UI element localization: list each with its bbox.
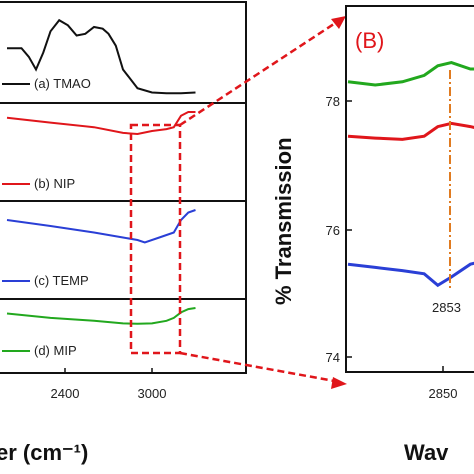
right-y-tick-label-78: 78 (326, 94, 340, 109)
right-panel: (B) 2853 78 76 74 % Transmission 2850 Wa… (271, 5, 474, 465)
left-series-line-3 (6, 209, 196, 244)
right-x-tick-label-2850: 2850 (429, 386, 458, 401)
panel-label-b: (B) (355, 28, 384, 53)
zoom-arrow-top (179, 18, 341, 127)
peak-annotation: 2853 (432, 300, 461, 315)
zoom-indicator (129, 16, 347, 389)
right-series-line-1 (347, 61, 474, 87)
right-y-tick-label-74: 74 (326, 350, 340, 365)
legend-label-3: (c) TEMP (34, 273, 89, 288)
legend-label-4: (d) MIP (34, 343, 77, 358)
right-series-line-2 (347, 121, 474, 141)
left-series-line-1 (7, 18, 196, 95)
left-x-tick-label-1: 2400 (51, 386, 80, 401)
zoom-arrow-bottom (179, 351, 341, 384)
right-x-axis-label: Wav (404, 440, 449, 465)
left-series-line-4 (6, 307, 196, 325)
left-series-line-2 (6, 111, 196, 136)
left-x-axis-label: er (cm⁻¹) (0, 440, 88, 465)
legend-label-2: (b) NIP (34, 176, 75, 191)
right-y-axis-label: % Transmission (271, 137, 296, 305)
right-series-line-3 (347, 261, 474, 288)
right-panel-frame (345, 5, 474, 373)
left-panel-d-frame (0, 298, 247, 374)
left-legend: (a) TMAO (b) NIP (c) TEMP (d) MIP (2, 76, 91, 358)
legend-label-1: (a) TMAO (34, 76, 91, 91)
right-series-group (347, 61, 474, 288)
right-y-tick-label-76: 76 (326, 223, 340, 238)
zoom-arrow-bottom-head (331, 377, 347, 389)
left-x-tick-label-2: 3000 (138, 386, 167, 401)
zoom-arrow-top-head (331, 16, 346, 29)
left-panels: (a) TMAO (b) NIP (c) TEMP (d) MIP 2400 3000… (0, 1, 247, 465)
left-series-group (6, 18, 196, 325)
zoom-box (129, 123, 182, 355)
